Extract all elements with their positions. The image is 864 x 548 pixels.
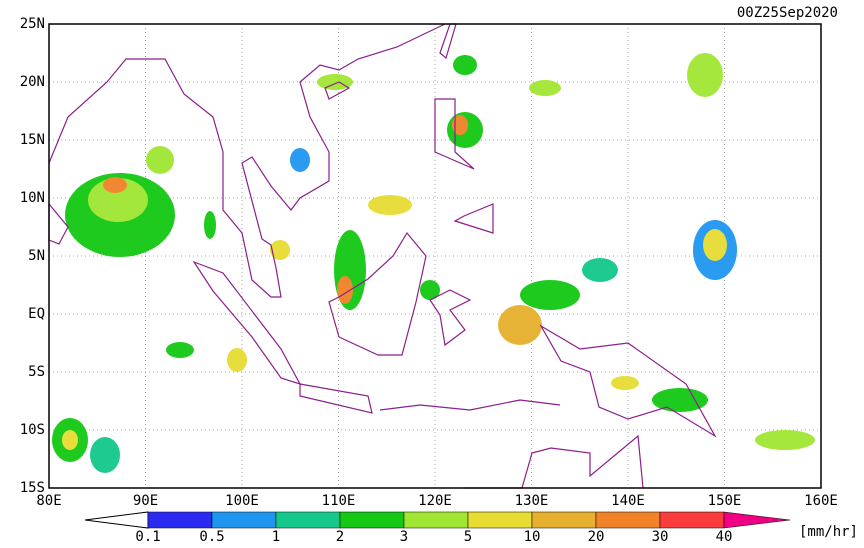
lon-label: 150E xyxy=(708,493,742,509)
lon-label: 80E xyxy=(36,493,61,509)
colorbar-label: 0.5 xyxy=(199,529,224,544)
colorbar-label: 1 xyxy=(272,529,280,544)
lat-label: 10N xyxy=(20,190,45,206)
lat-label: 15N xyxy=(20,132,45,148)
colorbar-label: 3 xyxy=(400,529,408,544)
lat-label: 5N xyxy=(28,248,45,264)
colorbar-swatch xyxy=(275,511,341,529)
lat-label: 15S xyxy=(20,480,45,496)
colorbar-swatch xyxy=(211,511,277,529)
colorbar-swatch xyxy=(595,511,661,529)
colorbar-label: 5 xyxy=(464,529,472,544)
lat-label: 5S xyxy=(28,364,45,380)
timestamp: 00Z25Sep2020 xyxy=(737,5,838,21)
colorbar-swatch xyxy=(147,511,213,529)
lon-label: 100E xyxy=(225,493,259,509)
lon-label: 130E xyxy=(515,493,549,509)
colorbar-label: 30 xyxy=(652,529,669,544)
coastlines xyxy=(48,23,717,489)
colorbar-swatch xyxy=(339,511,405,529)
colorbar: [mm/hr] 0.1 0.5 1 2 3 5 10 20 30 40 xyxy=(84,511,858,545)
lat-label: 20N xyxy=(20,74,45,90)
precip-areas xyxy=(52,53,815,473)
lon-label: 120E xyxy=(418,493,452,509)
colorbar-label: 20 xyxy=(588,529,605,544)
colorbar-label: 40 xyxy=(716,529,733,544)
colorbar-swatch xyxy=(531,511,597,529)
colorbar-label: 0.1 xyxy=(135,529,160,544)
lat-label: 10S xyxy=(20,422,45,438)
lat-label: 25N xyxy=(20,16,45,32)
plot-frame xyxy=(48,23,822,489)
colorbar-high-end xyxy=(723,511,791,529)
colorbar-swatch xyxy=(467,511,533,529)
lon-label: 160E xyxy=(804,493,838,509)
colorbar-label: 2 xyxy=(336,529,344,544)
colorbar-label: 10 xyxy=(524,529,541,544)
colorbar-swatch xyxy=(659,511,725,529)
colorbar-swatch xyxy=(403,511,469,529)
colorbar-unit: [mm/hr] xyxy=(799,524,858,540)
lon-label: 140E xyxy=(611,493,645,509)
lat-label: EQ xyxy=(28,306,45,322)
lon-label: 90E xyxy=(133,493,158,509)
lon-label: 110E xyxy=(322,493,356,509)
